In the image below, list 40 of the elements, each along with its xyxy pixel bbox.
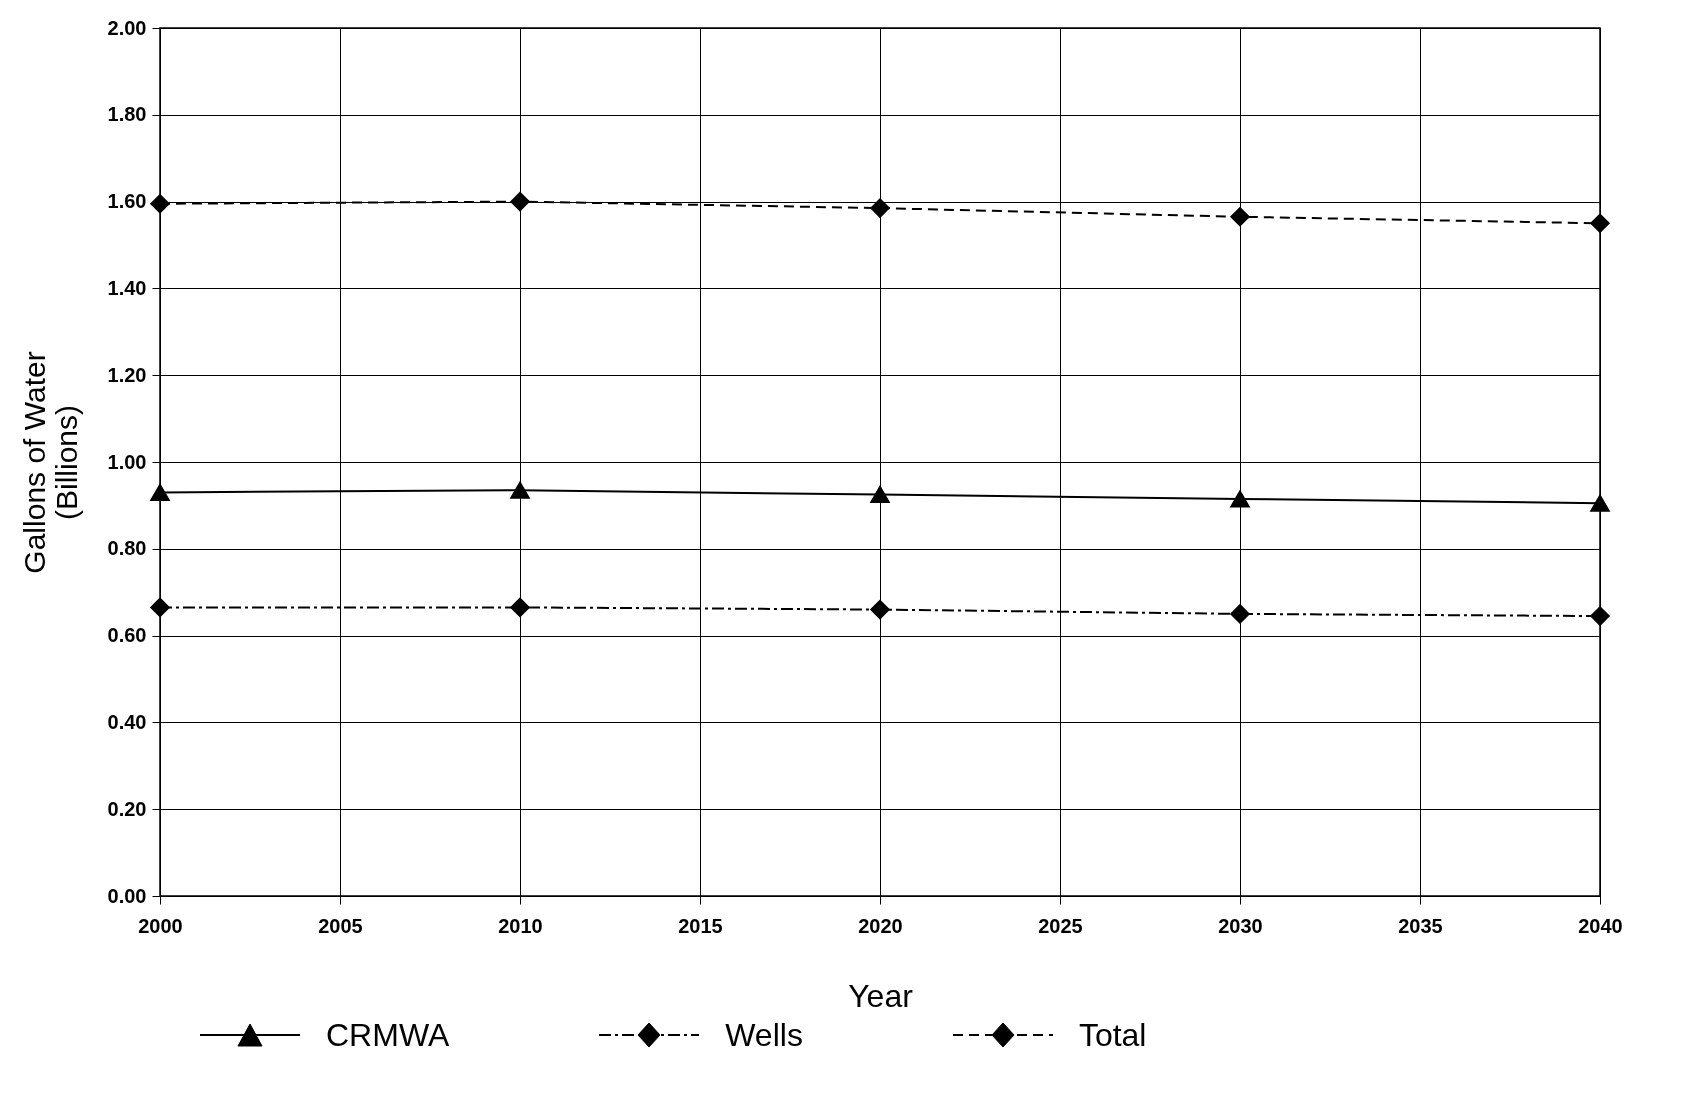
y-tick-label: 0.20 xyxy=(107,797,147,820)
y-tick-label: 1.20 xyxy=(107,363,147,386)
y-tick-label: 0.40 xyxy=(107,710,147,733)
point xyxy=(510,481,530,499)
x-tick-label: 2035 xyxy=(1398,914,1443,937)
point xyxy=(1230,604,1250,624)
y-tick-label: 0.80 xyxy=(107,537,147,560)
x-tick-label: 2005 xyxy=(318,914,363,937)
point xyxy=(150,194,170,214)
point xyxy=(510,191,530,212)
x-tick-label: 2015 xyxy=(678,914,723,937)
point xyxy=(870,486,890,504)
y-axis-title: Gallons of Water (Billions) xyxy=(17,351,83,574)
legend-label: Total xyxy=(1078,1016,1147,1054)
x-tick-label: 2020 xyxy=(858,914,903,937)
y-tick-label: 1.40 xyxy=(107,276,147,299)
y-tick-label: 1.60 xyxy=(107,190,147,213)
x-tick-label: 2010 xyxy=(498,914,543,937)
x-tick-label: 2030 xyxy=(1218,914,1263,937)
point xyxy=(150,483,170,501)
point xyxy=(1590,606,1610,626)
x-tick-label: 2040 xyxy=(1578,914,1623,937)
legend-label: Wells xyxy=(725,1016,803,1054)
point xyxy=(870,599,890,620)
y-tick-label: 0.00 xyxy=(107,884,147,907)
legend-label: CRMWA xyxy=(326,1016,450,1054)
y-tick-label: 0.60 xyxy=(107,624,147,647)
y-tick-label: 2.00 xyxy=(107,16,147,39)
point xyxy=(1590,213,1610,233)
point xyxy=(1230,490,1250,508)
y-tick-label: 1.00 xyxy=(107,450,147,473)
point xyxy=(510,597,530,618)
point xyxy=(870,198,890,218)
y-tick-label: 1.80 xyxy=(107,103,147,126)
x-tick-label: 2000 xyxy=(138,914,183,937)
point xyxy=(150,597,170,618)
point xyxy=(1590,494,1610,512)
x-axis-title: Year xyxy=(848,977,914,1014)
x-tick-label: 2025 xyxy=(1038,914,1083,937)
point xyxy=(1230,207,1250,227)
